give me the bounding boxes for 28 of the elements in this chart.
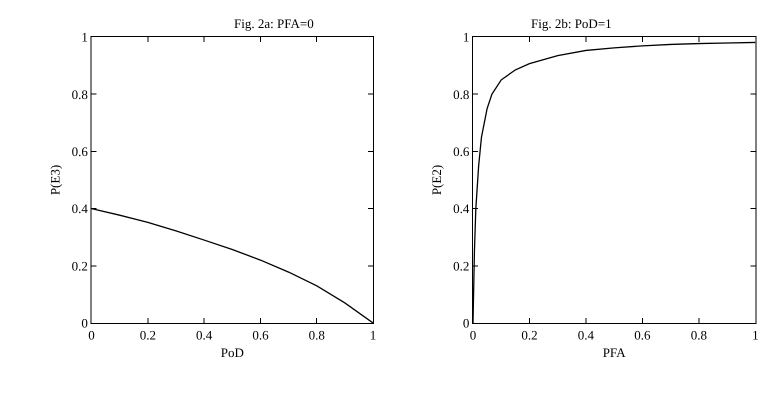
y-tick-label: 0 [81,316,88,331]
x-tick-label: 1 [752,328,759,343]
x-tick-label: 0.6 [634,328,652,343]
y-axis-title: P(E2) [429,164,444,196]
y-tick-label: 0.6 [453,144,470,159]
y-tick-label: 0.8 [72,86,88,102]
chart-title: Fig. 2a: PFA=0 [234,16,314,31]
y-axis-title: P(E3) [48,164,63,196]
y-tick-label: 1 [462,30,470,45]
y-tick-label: 0.8 [453,86,470,102]
y-tick-label: 0.2 [72,258,88,274]
y-tick-label: 0.4 [453,201,470,216]
y-tick-label: 1 [81,30,88,45]
x-tick-label: 1 [370,328,376,343]
x-tick-label: 0.4 [196,328,213,343]
x-tick-label: 0.8 [690,328,707,343]
y-tick-label: 0 [462,316,470,331]
y-tick-label: 0.2 [453,258,470,274]
x-tick-label: 0.2 [140,328,156,343]
chart-title: Fig. 2b: PoD=1 [531,16,612,31]
x-tick-label: 0.6 [252,328,270,343]
y-tick-label: 0.4 [72,201,88,216]
x-tick-label: 0.8 [308,328,325,343]
x-tick-label: 0.4 [578,328,595,343]
x-axis-title: PFA [602,345,626,360]
x-axis-title: PoD [220,345,244,360]
x-tick-label: 0.2 [521,328,538,343]
y-tick-label: 0.6 [72,144,88,159]
